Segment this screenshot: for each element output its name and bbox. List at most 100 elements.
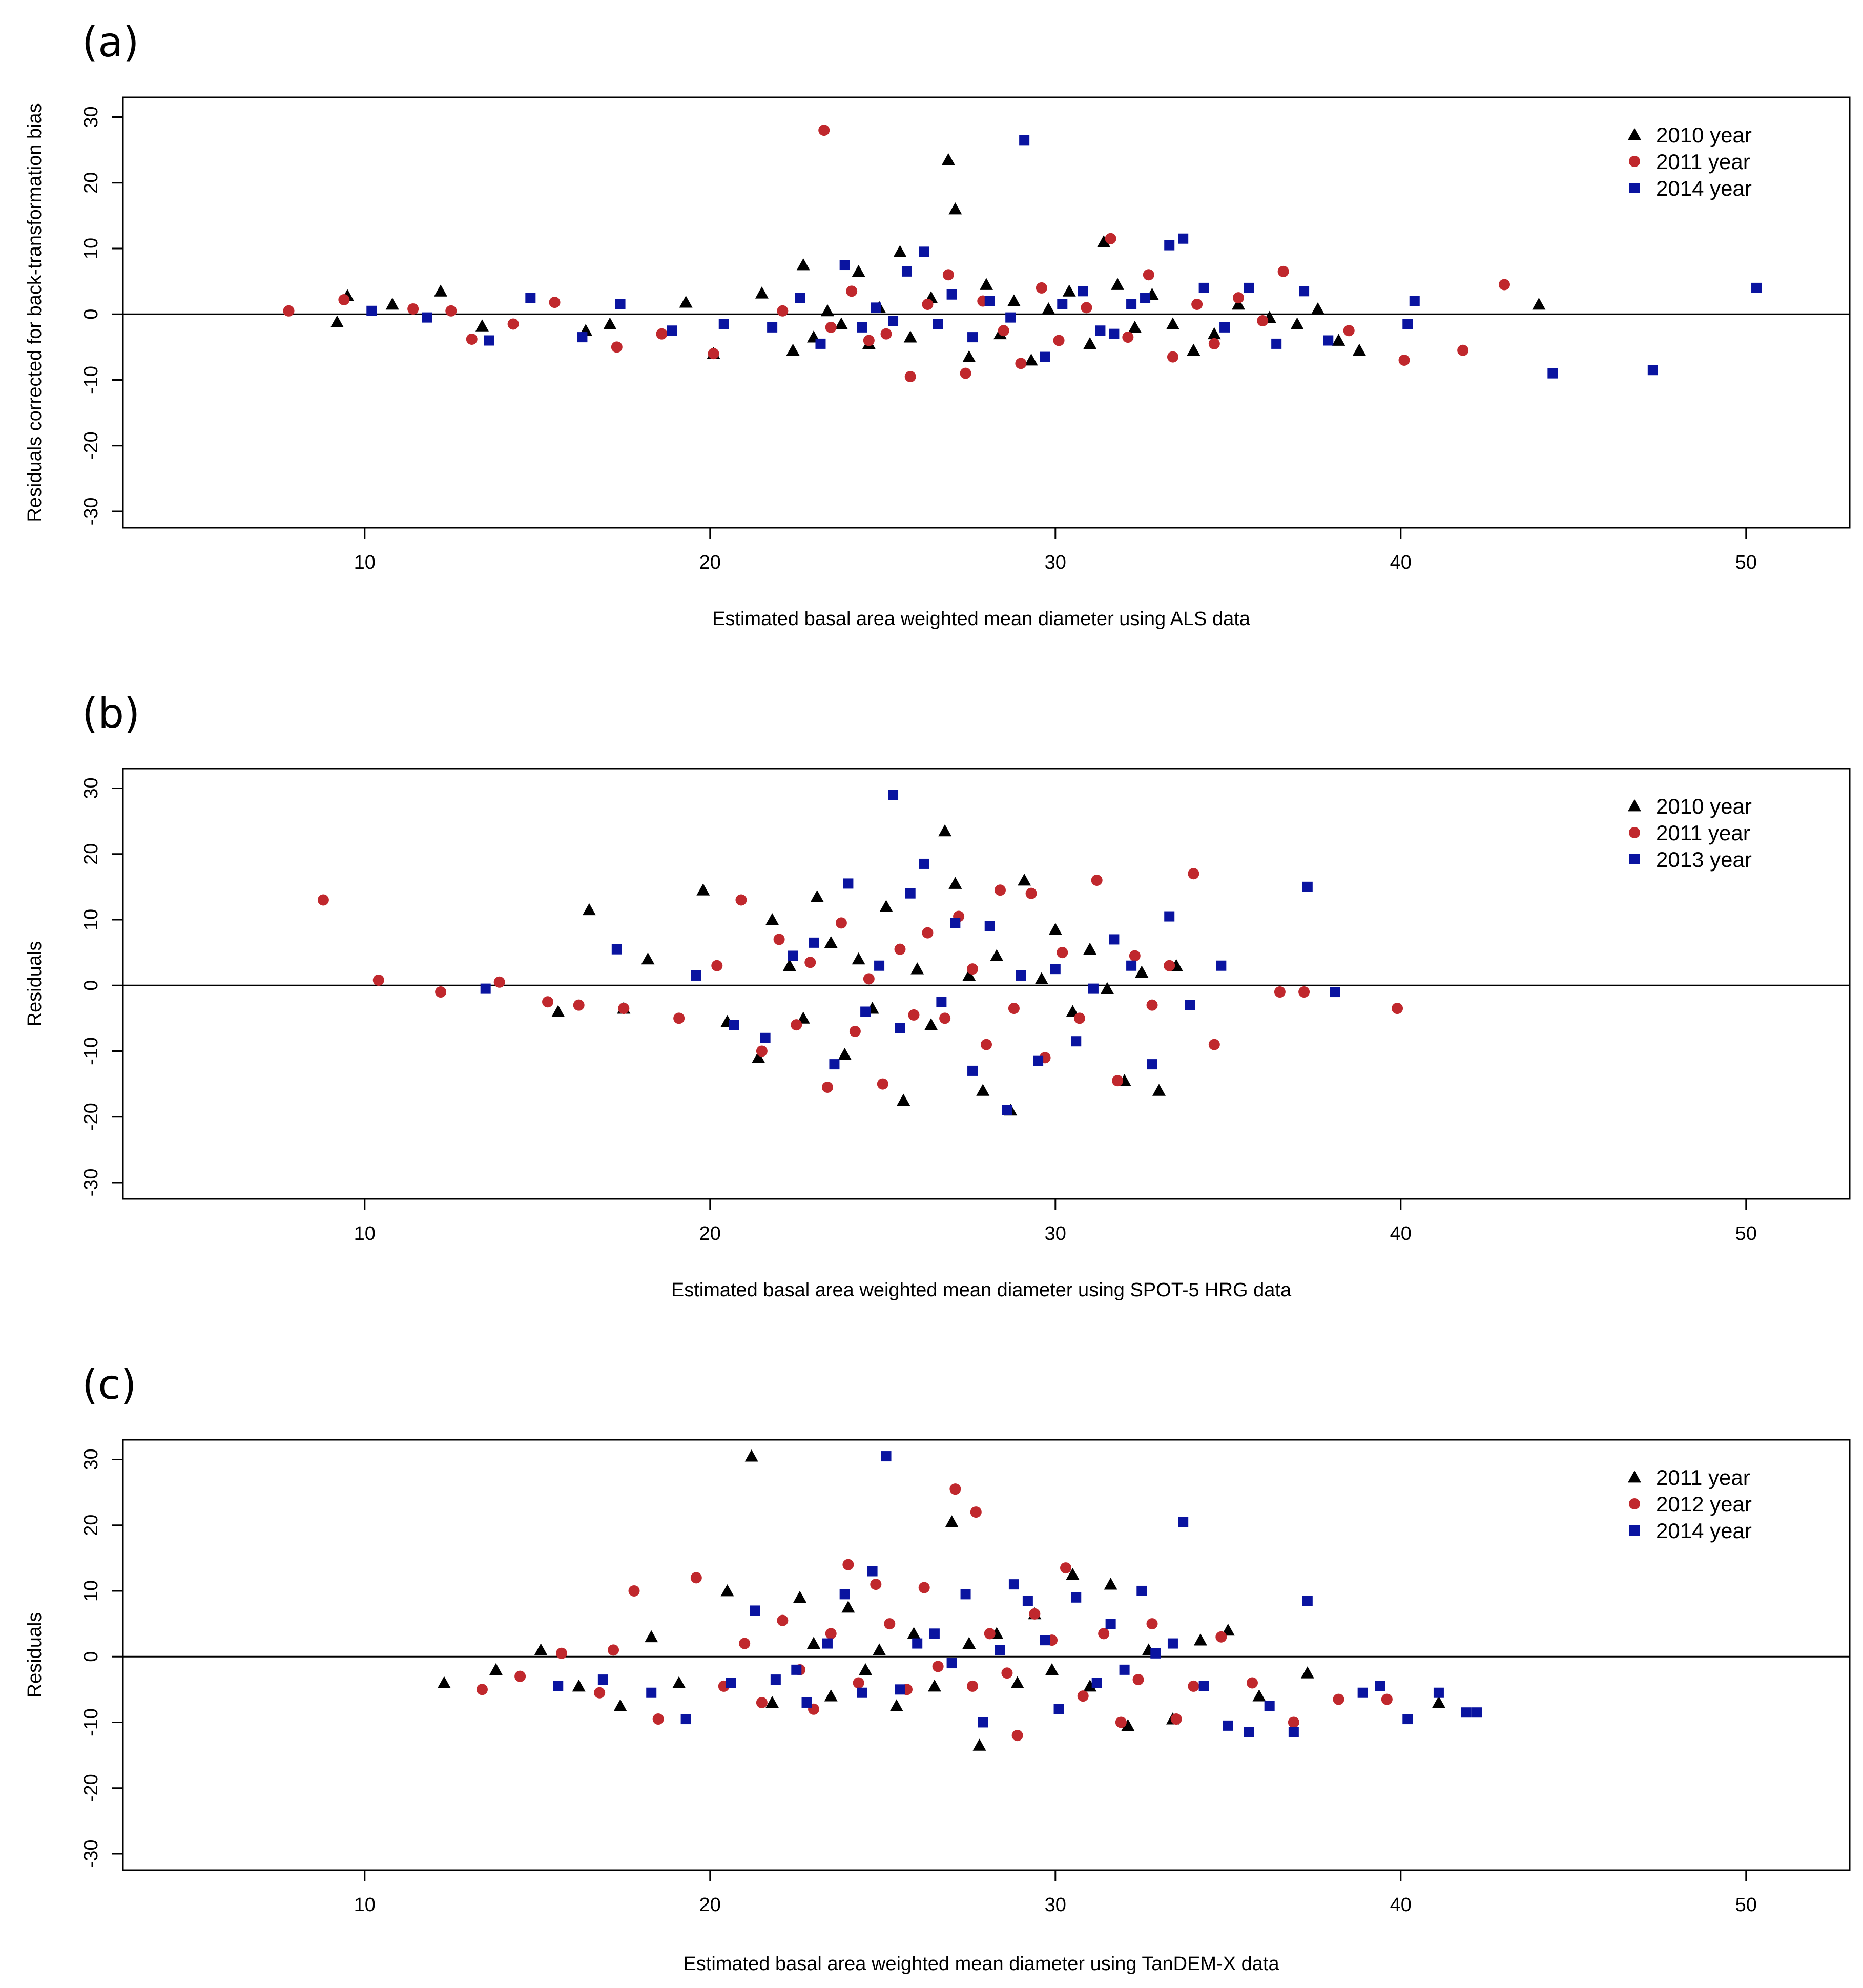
data-point-b-1-2 [435, 986, 447, 998]
data-point-b-1-27 [1008, 1003, 1020, 1014]
legend-marker-c-0 [1628, 1471, 1641, 1483]
data-point-a-2-2 [484, 335, 494, 346]
y-tick-label-a-30: 30 [80, 106, 102, 128]
data-point-c-2-6 [770, 1674, 781, 1685]
data-point-c-2-13 [881, 1451, 892, 1462]
data-point-c-2-11 [857, 1687, 867, 1698]
y-tick-label-c--20: -20 [80, 1774, 102, 1802]
y-tick-label-a--20: -20 [80, 431, 102, 460]
legend-marker-c-2 [1629, 1525, 1640, 1536]
legend-label-c-1: 2012 year [1656, 1492, 1752, 1516]
data-point-b-1-32 [1091, 875, 1103, 886]
x-tick-label-c-30: 30 [1045, 1894, 1066, 1916]
data-point-c-0-1 [489, 1663, 503, 1675]
data-point-b-0-29 [1083, 942, 1097, 955]
y-axis-title-a: Residuals corrected for back-transformat… [24, 103, 46, 522]
data-point-b-2-26 [1126, 960, 1137, 971]
data-point-b-2-23 [1071, 1036, 1082, 1047]
data-point-a-1-35 [1343, 325, 1355, 337]
data-point-c-1-41 [1333, 1693, 1344, 1705]
data-point-a-1-34 [1277, 265, 1289, 277]
x-tick-label-a-30: 30 [1045, 552, 1066, 573]
y-tick-label-b-0: 0 [80, 980, 102, 991]
legend-label-a-0: 2010 year [1656, 123, 1752, 147]
data-point-c-2-23 [1040, 1635, 1050, 1646]
data-point-c-1-9 [739, 1638, 751, 1649]
y-tick-label-c-10: 10 [80, 1580, 102, 1602]
data-point-b-0-21 [962, 968, 976, 981]
data-point-b-0-0 [551, 1005, 565, 1017]
data-point-c-0-17 [907, 1627, 921, 1639]
data-point-a-0-29 [1062, 284, 1076, 297]
data-point-a-0-28 [1042, 302, 1055, 315]
data-point-a-1-17 [922, 298, 934, 310]
data-point-c-2-22 [1022, 1596, 1033, 1606]
data-point-a-2-8 [767, 322, 778, 333]
data-point-c-0-11 [807, 1637, 820, 1649]
data-point-a-2-3 [525, 293, 536, 303]
panel-label-a: (a) [82, 18, 139, 66]
legend-c: 2011 year 2012 year 2014 year [1628, 1465, 1752, 1543]
data-point-a-2-5 [615, 299, 626, 309]
data-point-a-0-32 [1111, 278, 1125, 290]
data-point-c-1-3 [594, 1687, 606, 1699]
data-point-a-0-7 [679, 296, 693, 308]
data-point-c-1-20 [918, 1582, 930, 1593]
data-point-a-0-42 [1332, 334, 1346, 346]
data-point-a-0-36 [1187, 343, 1200, 356]
data-point-c-2-36 [1264, 1701, 1275, 1711]
data-point-c-2-15 [912, 1638, 923, 1649]
y-tick-label-b--20: -20 [80, 1103, 102, 1131]
data-point-b-1-18 [877, 1078, 888, 1090]
data-point-b-0-13 [852, 952, 865, 965]
data-point-a-0-22 [948, 202, 962, 215]
data-point-c-0-21 [972, 1738, 986, 1751]
data-point-a-2-33 [1219, 322, 1230, 333]
data-point-a-0-33 [1128, 320, 1142, 333]
data-point-a-0-11 [796, 258, 810, 271]
data-point-b-2-1 [611, 944, 622, 955]
data-point-c-0-19 [945, 1515, 959, 1527]
data-point-a-0-2 [385, 297, 399, 310]
data-point-b-2-7 [829, 1059, 840, 1070]
data-point-a-2-21 [1005, 312, 1016, 323]
data-point-c-2-44 [1472, 1707, 1482, 1718]
data-point-c-0-5 [645, 1630, 658, 1643]
data-point-b-1-11 [773, 934, 785, 945]
data-point-a-1-13 [846, 285, 858, 297]
data-point-c-2-28 [1119, 1664, 1130, 1675]
panel-label-c: (c) [82, 1361, 136, 1409]
data-point-c-1-17 [870, 1579, 882, 1590]
data-point-a-0-30 [1083, 337, 1097, 349]
data-point-a-1-1 [338, 294, 350, 305]
y-tick-label-b-10: 10 [80, 909, 102, 930]
x-tick-label-a-40: 40 [1390, 552, 1412, 573]
data-point-b-1-8 [711, 960, 723, 971]
data-point-a-0-26 [1007, 294, 1021, 306]
data-point-a-1-19 [960, 367, 971, 379]
data-point-b-1-16 [849, 1025, 861, 1037]
y-axis-title-c: Residuals [24, 1612, 46, 1698]
x-axis-title-c: Estimated basal area weighted mean diame… [683, 1953, 1279, 1975]
data-point-b-1-33 [1112, 1075, 1124, 1087]
data-point-a-2-31 [1178, 233, 1189, 244]
data-point-c-1-18 [884, 1618, 896, 1630]
data-point-b-0-18 [924, 1018, 938, 1030]
data-point-c-0-12 [824, 1689, 838, 1702]
data-point-b-1-37 [1188, 868, 1199, 880]
data-point-c-2-18 [960, 1589, 971, 1600]
data-point-b-2-24 [1088, 983, 1099, 994]
legend-label-c-0: 2011 year [1656, 1465, 1750, 1489]
data-point-c-0-36 [1432, 1695, 1445, 1708]
data-point-c-1-42 [1381, 1693, 1393, 1705]
data-point-c-2-43 [1461, 1707, 1472, 1718]
y-tick-label-a-0: 0 [80, 309, 102, 320]
data-point-c-1-2 [555, 1647, 567, 1659]
legend-marker-b-2 [1629, 854, 1640, 864]
data-point-a-0-19 [903, 330, 917, 343]
x-axis-title-a: Estimated basal area weighted mean diame… [712, 608, 1251, 630]
data-point-c-2-16 [929, 1628, 940, 1639]
x-tick-label-c-40: 40 [1390, 1894, 1412, 1916]
y-tick-label-b-30: 30 [80, 777, 102, 799]
